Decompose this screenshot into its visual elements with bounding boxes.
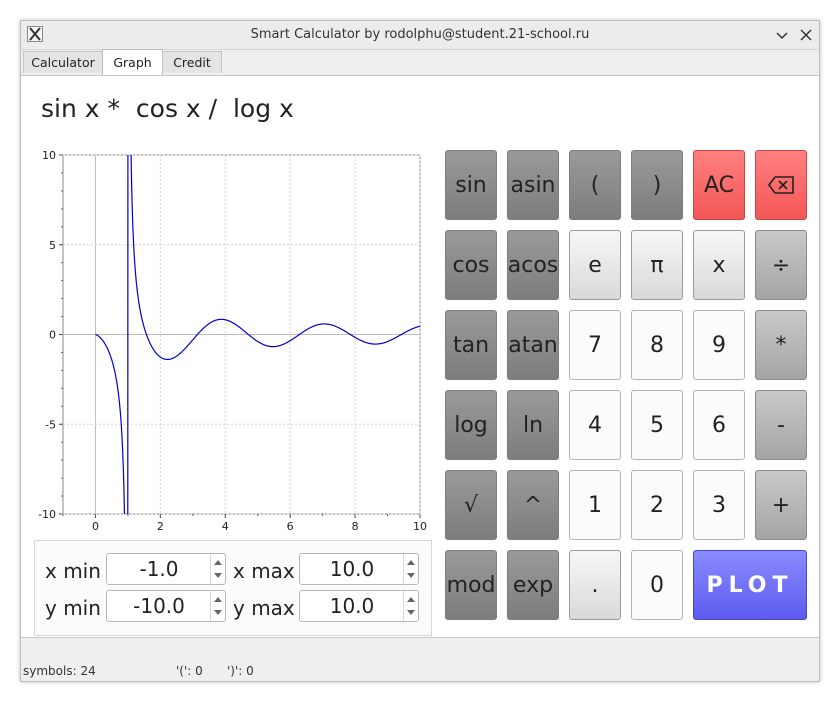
plus-button[interactable]: +: [755, 470, 807, 540]
sin-button[interactable]: sin: [445, 150, 497, 220]
tab-graph[interactable]: Graph: [102, 49, 163, 75]
x-tick-label: 4: [222, 520, 229, 533]
pi-button[interactable]: π: [631, 230, 683, 300]
digit-0-button[interactable]: 0: [631, 550, 683, 620]
arrow-down-icon[interactable]: [214, 610, 222, 615]
minus-button[interactable]: -: [755, 390, 807, 460]
open-paren-count: '(': 0: [176, 664, 203, 678]
x-min-value[interactable]: -1.0: [139, 557, 179, 581]
x-tick-label: 8: [352, 520, 359, 533]
tab-bar: Calculator Graph Credit: [21, 49, 819, 75]
divide-button[interactable]: ÷: [755, 230, 807, 300]
minimize-chevron-icon[interactable]: [773, 26, 791, 44]
y-max-arrows[interactable]: [403, 591, 418, 621]
decimal-point-button[interactable]: .: [569, 550, 621, 620]
arrow-up-icon[interactable]: [214, 560, 222, 565]
tab-credit[interactable]: Credit: [162, 51, 222, 73]
symbols-count: symbols: 24: [23, 664, 96, 678]
power-button[interactable]: ^: [507, 470, 559, 540]
x-variable-button[interactable]: x: [693, 230, 745, 300]
x-min-label: x min: [45, 559, 101, 583]
atan-button[interactable]: atan: [507, 310, 559, 380]
arrow-up-icon[interactable]: [407, 597, 415, 602]
open-paren-button[interactable]: (: [569, 150, 621, 220]
arrow-down-icon[interactable]: [407, 610, 415, 615]
window-title: Smart Calculator by rodolphu@student.21-…: [250, 27, 590, 42]
x-min-spinbox[interactable]: -1.0: [106, 553, 226, 585]
y-tick-label: 0: [49, 329, 56, 342]
y-min-label: y min: [45, 596, 101, 620]
expression-display: sin x * cos x / log x: [41, 94, 294, 123]
backspace-icon: [768, 176, 794, 194]
close-paren-count: ')': 0: [227, 664, 254, 678]
digit-5-button[interactable]: 5: [631, 390, 683, 460]
close-icon[interactable]: [797, 26, 815, 44]
asin-button[interactable]: asin: [507, 150, 559, 220]
x-max-label: x max: [233, 559, 295, 583]
x-max-arrows[interactable]: [403, 554, 418, 584]
digit-2-button[interactable]: 2: [631, 470, 683, 540]
digit-7-button[interactable]: 7: [569, 310, 621, 380]
x-tick-label: 0: [92, 520, 99, 533]
y-tick-label: 10: [42, 149, 56, 162]
y-max-label: y max: [233, 596, 295, 620]
plot-button[interactable]: PLOT: [693, 550, 807, 620]
exp-button[interactable]: exp: [507, 550, 559, 620]
sqrt-button[interactable]: √: [445, 470, 497, 540]
x-tick-label: 6: [287, 520, 294, 533]
backspace-button[interactable]: [755, 150, 807, 220]
y-tick-label: 5: [49, 239, 56, 252]
y-tick-label: -5: [45, 418, 56, 431]
x-max-spinbox[interactable]: 10.0: [299, 553, 419, 585]
digit-1-button[interactable]: 1: [569, 470, 621, 540]
arrow-up-icon[interactable]: [407, 560, 415, 565]
arrow-up-icon[interactable]: [214, 597, 222, 602]
y-min-arrows[interactable]: [210, 591, 225, 621]
close-paren-button[interactable]: ): [631, 150, 683, 220]
graph-tab-content: sin x * cos x / log x 0 2 4 6 8 10 10 5 0 -5 -10 x…: [21, 75, 819, 638]
log-button[interactable]: log: [445, 390, 497, 460]
arrow-down-icon[interactable]: [214, 573, 222, 578]
range-panel: x min -1.0 x max 10.0 y min -10.0 y max …: [34, 540, 432, 636]
y-min-spinbox[interactable]: -10.0: [106, 590, 226, 622]
arrow-down-icon[interactable]: [407, 573, 415, 578]
digit-6-button[interactable]: 6: [693, 390, 745, 460]
y-min-value[interactable]: -10.0: [133, 594, 185, 618]
x-tick-label: 10: [413, 520, 427, 533]
clear-all-button[interactable]: AC: [693, 150, 745, 220]
digit-8-button[interactable]: 8: [631, 310, 683, 380]
tan-button[interactable]: tan: [445, 310, 497, 380]
app-window: Smart Calculator by rodolphu@student.21-…: [20, 20, 820, 682]
y-tick-label: -10: [38, 508, 56, 521]
function-curve: [95, 155, 420, 514]
x-max-value[interactable]: 10.0: [329, 557, 375, 581]
title-bar: Smart Calculator by rodolphu@student.21-…: [21, 21, 819, 50]
cos-button[interactable]: cos: [445, 230, 497, 300]
acos-button[interactable]: acos: [507, 230, 559, 300]
x-app-icon: [27, 26, 43, 42]
y-max-value[interactable]: 10.0: [329, 594, 375, 618]
tab-calculator[interactable]: Calculator: [23, 51, 103, 73]
ln-button[interactable]: ln: [507, 390, 559, 460]
x-min-arrows[interactable]: [210, 554, 225, 584]
e-button[interactable]: e: [569, 230, 621, 300]
status-bar: symbols: 24 '(': 0 ')': 0: [21, 638, 819, 681]
mod-button[interactable]: mod: [445, 550, 497, 620]
x-tick-label: 2: [157, 520, 164, 533]
function-graph: 0 2 4 6 8 10 10 5 0 -5 -10: [38, 149, 427, 533]
multiply-button[interactable]: *: [755, 310, 807, 380]
y-max-spinbox[interactable]: 10.0: [299, 590, 419, 622]
digit-9-button[interactable]: 9: [693, 310, 745, 380]
digit-3-button[interactable]: 3: [693, 470, 745, 540]
digit-4-button[interactable]: 4: [569, 390, 621, 460]
